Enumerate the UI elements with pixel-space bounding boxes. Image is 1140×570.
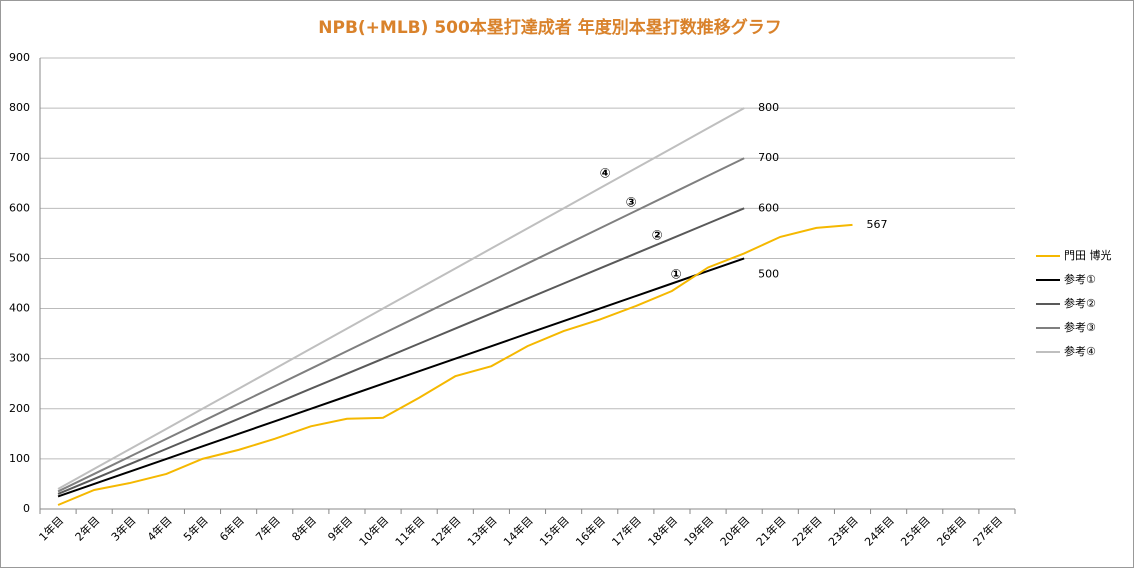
- legend-label: 門田 博光: [1064, 248, 1112, 262]
- y-tick-label: 200: [9, 402, 30, 415]
- y-tick-label: 600: [9, 201, 30, 214]
- annotation: ④: [599, 167, 610, 182]
- series-line: [57, 157, 745, 493]
- y-tick-label: 100: [9, 452, 30, 465]
- y-tick-label: 300: [9, 352, 30, 365]
- legend-label: 参考②: [1064, 296, 1096, 310]
- y-tick-label: 700: [9, 151, 30, 164]
- y-tick-label: 400: [9, 302, 30, 315]
- series-line: [57, 207, 745, 495]
- annotation: ③: [625, 196, 636, 211]
- y-tick-label: 0: [23, 502, 30, 515]
- data-label: 567: [867, 218, 888, 231]
- y-tick-label: 500: [9, 251, 30, 264]
- y-tick-label: 800: [9, 101, 30, 114]
- legend-label: 参考③: [1064, 320, 1096, 334]
- chart-title: NPB(+MLB) 500本塁打達成者 年度別本塁打数推移グラフ: [318, 17, 781, 38]
- y-tick-label: 900: [9, 51, 30, 64]
- legend-label: 参考①: [1064, 272, 1096, 286]
- data-label: 500: [758, 267, 779, 280]
- series-line: [57, 107, 745, 490]
- data-label: 700: [758, 151, 779, 164]
- series-line: [57, 257, 745, 498]
- data-label: 800: [758, 101, 779, 114]
- annotation: ②: [651, 229, 662, 244]
- legend-label: 参考④: [1064, 344, 1096, 358]
- annotation: ①: [670, 268, 681, 283]
- data-label: 600: [758, 201, 779, 214]
- series-line: [57, 223, 853, 506]
